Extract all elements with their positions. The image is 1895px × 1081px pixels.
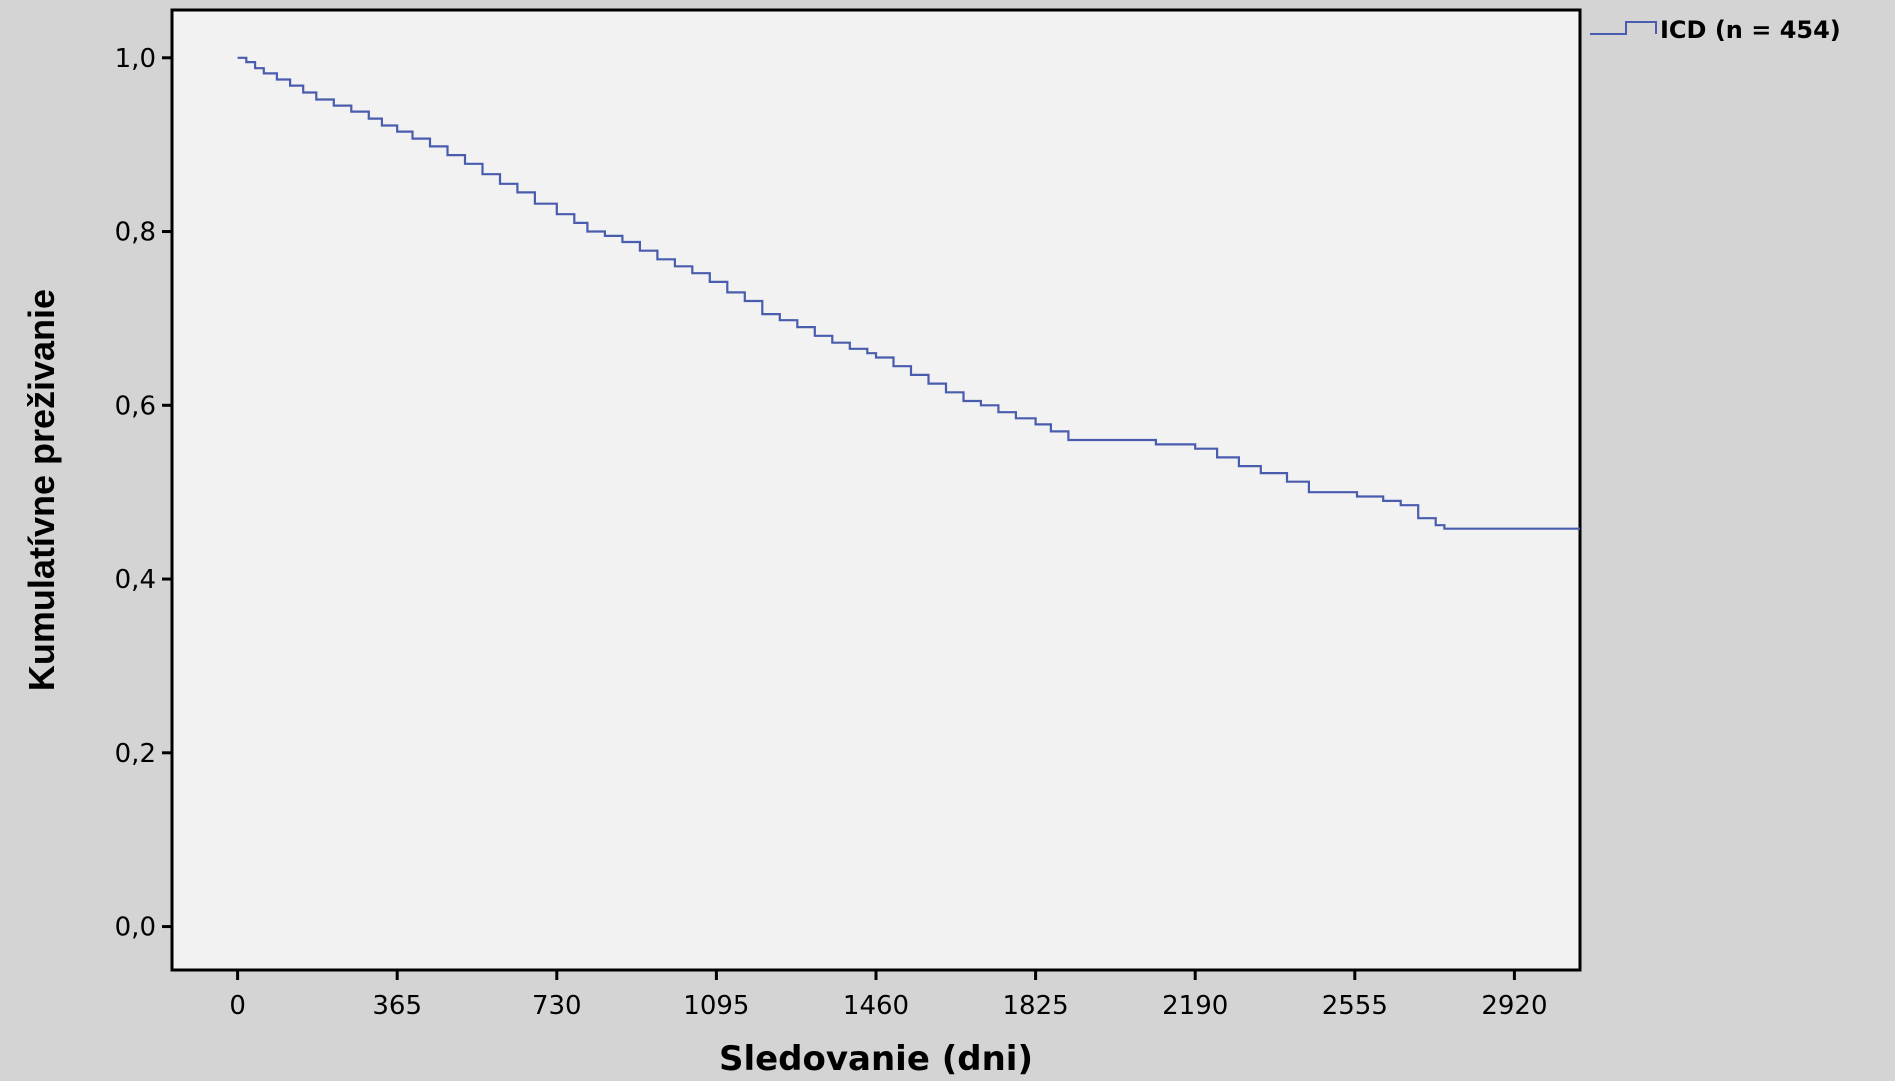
x-tick-label: 365	[372, 991, 422, 1021]
y-tick-label: 0,8	[115, 218, 156, 248]
y-axis-title: Kumulatívne preživanie	[21, 289, 62, 691]
x-axis-title: Sledovanie (dni)	[719, 1039, 1033, 1079]
legend-label: ICD (n = 454)	[1660, 16, 1841, 44]
x-tick-label: 1825	[1003, 991, 1069, 1021]
x-tick-label: 2555	[1322, 991, 1388, 1021]
y-tick-label: 0,6	[115, 391, 156, 421]
x-tick-label: 730	[532, 991, 582, 1021]
legend: ICD (n = 454)	[1590, 16, 1841, 44]
y-tick-label: 0,4	[115, 565, 156, 595]
x-axis: 0 365 730 1095 1460 1825 2190 2555 2920	[229, 970, 1547, 1021]
series-layer	[237, 56, 1580, 530]
x-tick-label: 1460	[843, 991, 909, 1021]
x-tick-label: 0	[229, 991, 246, 1021]
x-tick-label: 2190	[1162, 991, 1228, 1021]
y-tick-label: 1,0	[115, 44, 156, 74]
y-tick-label: 0,2	[115, 739, 156, 769]
y-tick-label: 0,0	[115, 913, 156, 943]
x-tick-label: 2920	[1481, 991, 1547, 1021]
plot-area	[170, 8, 1582, 972]
x-tick-label: 1095	[683, 991, 749, 1021]
legend-swatch	[1590, 21, 1657, 35]
survival-curve-line	[237, 56, 1580, 530]
y-axis: 0,0 0,2 0,4 0,6 0,8 1,0	[115, 44, 172, 943]
